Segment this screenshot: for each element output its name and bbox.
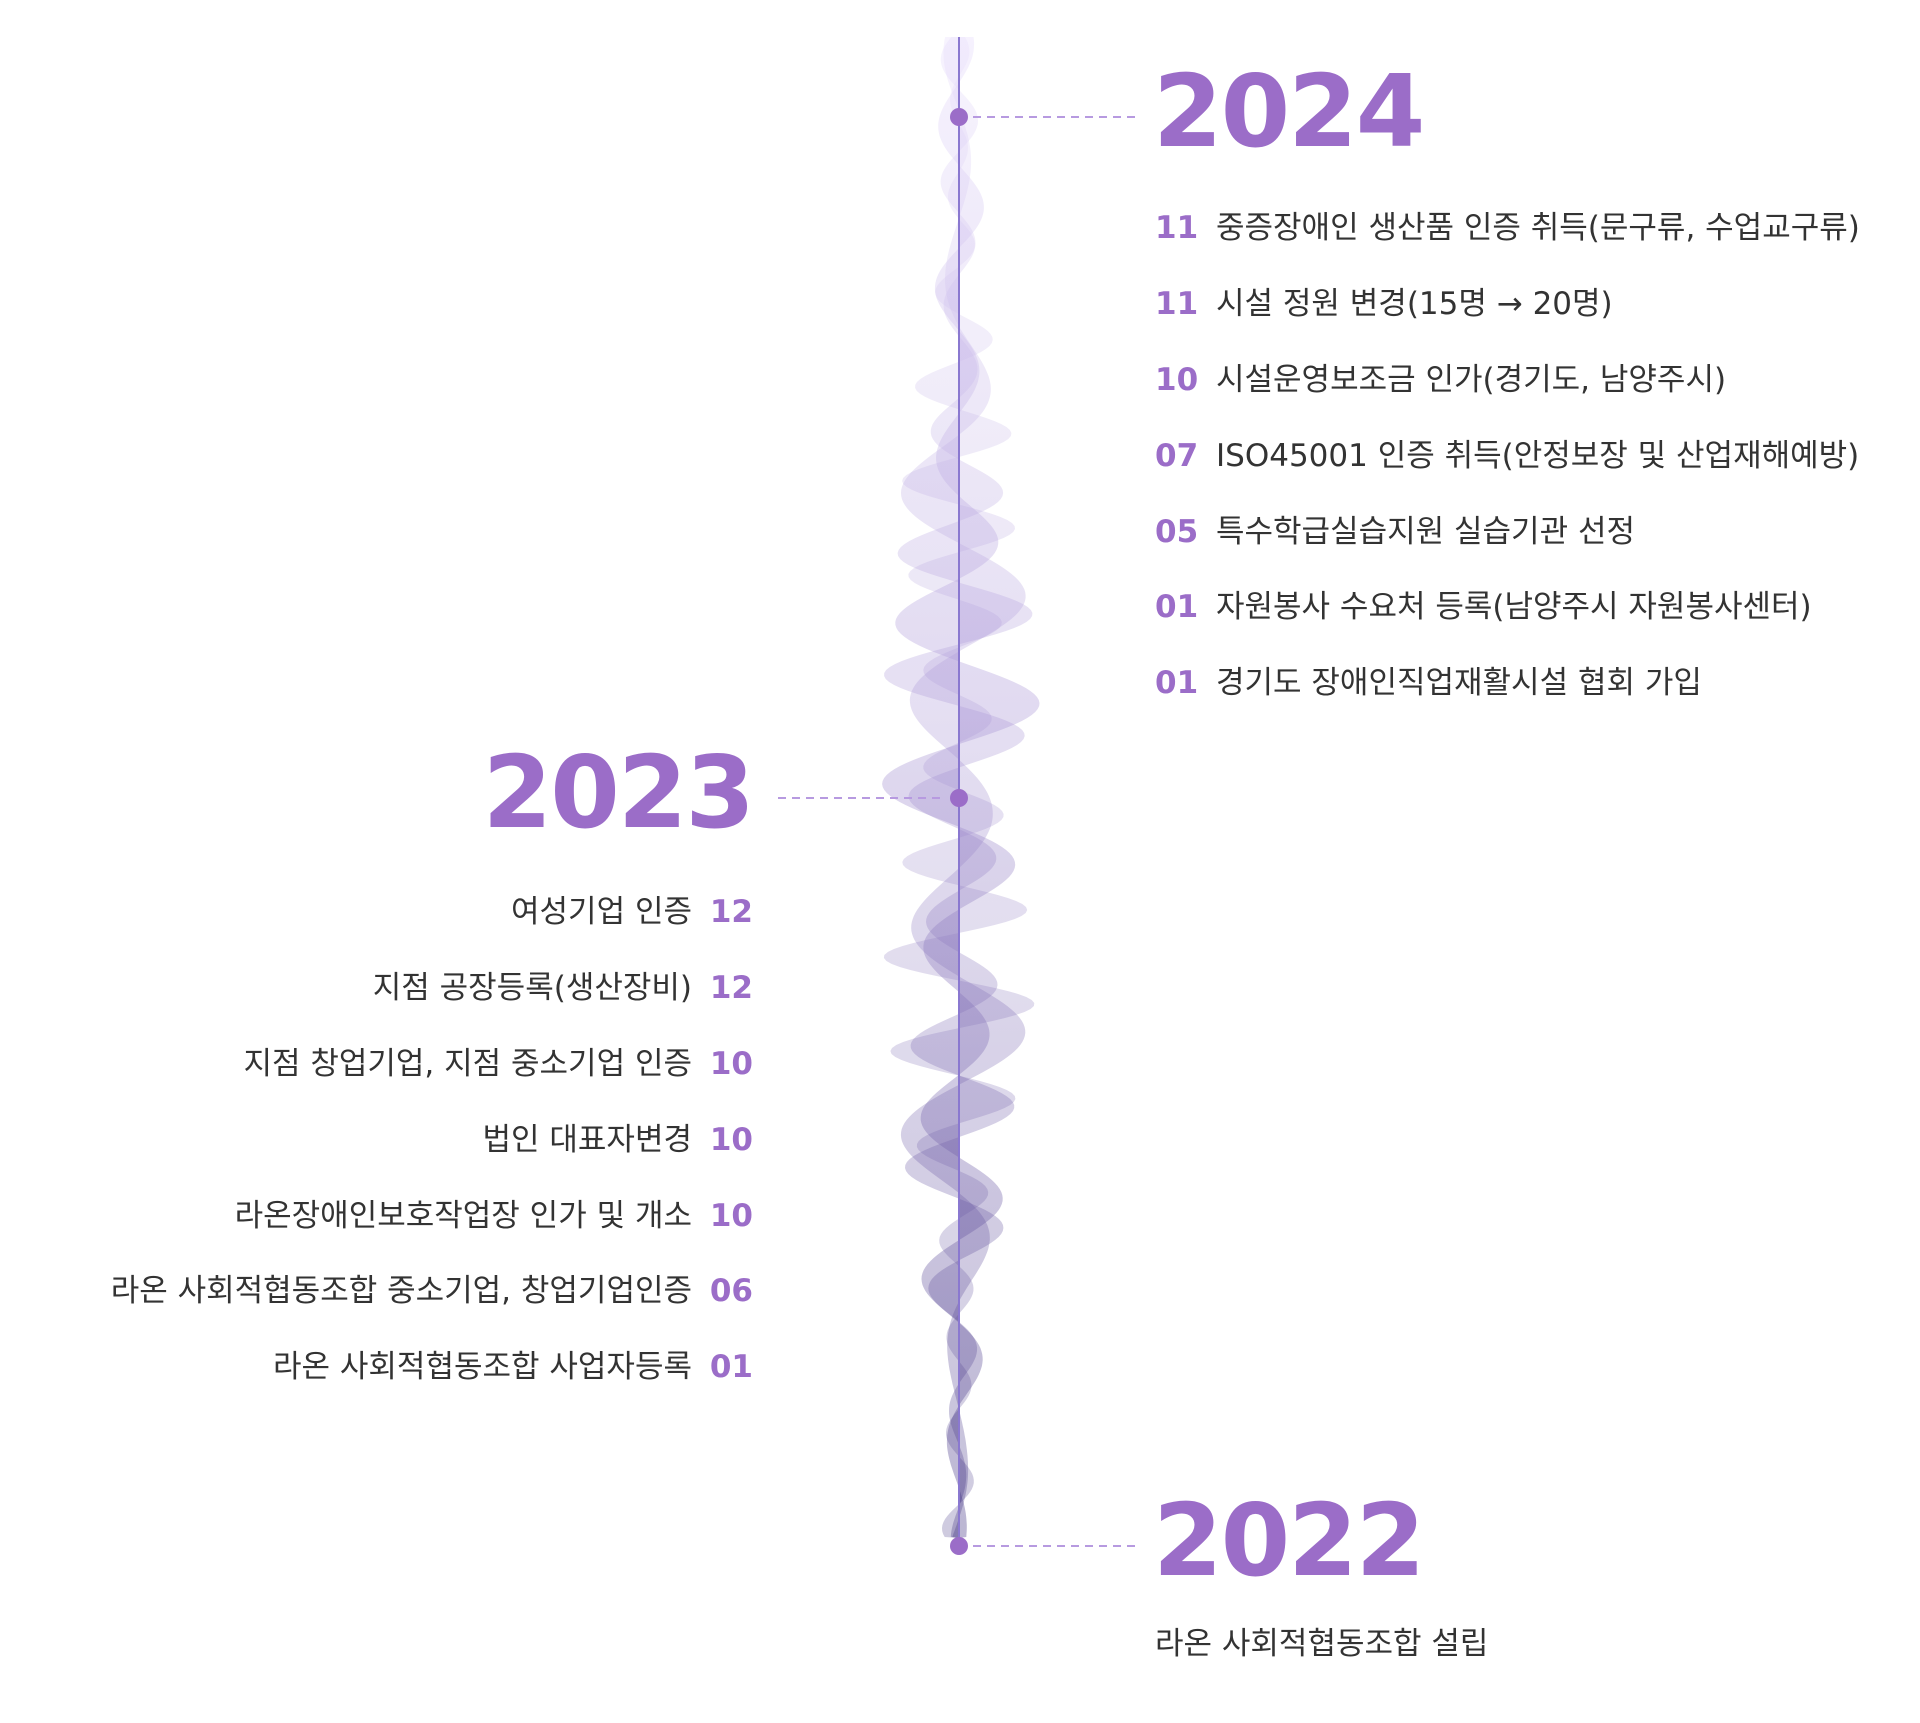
- event-text: 지점 창업기업, 지점 중소기업 인증: [243, 1046, 692, 1082]
- event-month: 05: [1155, 514, 1199, 550]
- wave-ribbon: [900, 37, 1026, 1538]
- event-text: 경기도 장애인직업재활시설 협회 가입: [1216, 665, 1702, 701]
- event-month: 06: [709, 1273, 753, 1309]
- event-month: 12: [709, 970, 753, 1006]
- event-text: 라온 사회적협동조합 설립: [1155, 1626, 1489, 1662]
- event-text: 여성기업 인증: [511, 894, 692, 930]
- event-month: 01: [1155, 665, 1199, 701]
- event-month: 01: [1155, 589, 1199, 625]
- event-month: 12: [709, 894, 753, 930]
- year-dot: [950, 108, 968, 126]
- event-text: 라온장애인보호작업장 인가 및 개소: [234, 1198, 692, 1234]
- event-text: 자원봉사 수요처 등록(남양주시 자원봉사센터): [1216, 589, 1812, 625]
- event-text: 라온 사회적협동조합 사업자등록: [273, 1349, 692, 1385]
- year-dot: [950, 789, 968, 807]
- year-label: 2024: [1153, 53, 1425, 170]
- event-month: 10: [709, 1122, 753, 1158]
- event-month: 11: [1155, 286, 1199, 322]
- event-text: ISO45001 인증 취득(안정보장 및 산업재해예방): [1216, 438, 1860, 474]
- event-text: 중증장애인 생산품 인증 취득(문구류, 수업교구류): [1216, 210, 1860, 246]
- event-text: 법인 대표자변경: [482, 1122, 693, 1158]
- year-dot: [950, 1537, 968, 1555]
- event-text: 지점 공장등록(생산장비): [372, 970, 692, 1006]
- event-text: 라온 사회적협동조합 중소기업, 창업기업인증: [110, 1273, 692, 1309]
- year-label: 2022: [1153, 1482, 1425, 1599]
- event-text: 시설 정원 변경(15명 → 20명): [1216, 286, 1613, 322]
- event-text: 특수학급실습지원 실습기관 선정: [1216, 514, 1635, 550]
- event-month: 10: [709, 1046, 753, 1082]
- event-month: 11: [1155, 210, 1199, 246]
- event-month: 07: [1155, 438, 1199, 474]
- event-month: 10: [1155, 362, 1199, 398]
- event-month: 10: [709, 1198, 753, 1234]
- event-month: 01: [709, 1349, 753, 1385]
- event-text: 시설운영보조금 인가(경기도, 남양주시): [1216, 362, 1727, 398]
- year-label: 2023: [482, 734, 755, 851]
